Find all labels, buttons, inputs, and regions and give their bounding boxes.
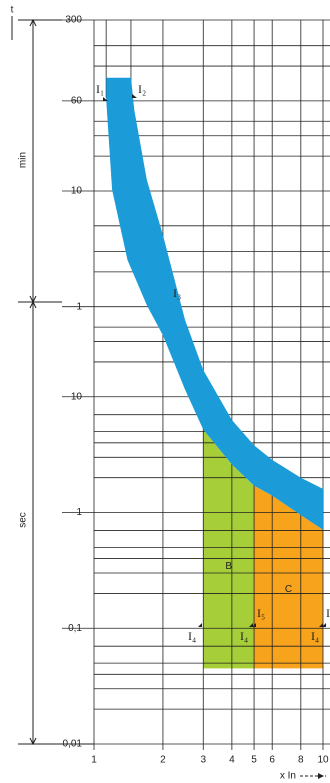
t-label: t <box>11 5 14 16</box>
x-tick-label: 5 <box>251 755 257 766</box>
trip-band <box>106 77 323 530</box>
x-tick-label: 8 <box>298 755 304 766</box>
annotation: I <box>326 606 330 620</box>
x-arrow-head <box>318 773 324 779</box>
x-tick-label: 4 <box>229 755 235 766</box>
y-tick-label: 0,1 <box>68 623 82 634</box>
annotation: I₄ <box>188 629 196 643</box>
x-tick-label: 10 <box>317 755 329 766</box>
zone-label: C <box>285 584 292 595</box>
x-label: x In <box>280 771 296 782</box>
zone <box>203 429 255 669</box>
band-layer <box>106 77 323 530</box>
y-tick-label: 60 <box>71 96 83 107</box>
zone-label: B <box>225 561 232 572</box>
annotation: I₃ <box>173 286 181 300</box>
y-tick-label: 1 <box>76 301 82 312</box>
x-tick-label: 6 <box>269 755 275 766</box>
sec-label: sec <box>18 512 29 528</box>
y-tick-label: 10 <box>71 391 83 402</box>
y-tick-label: 1 <box>76 507 82 518</box>
annotation: I₁ <box>96 82 104 96</box>
x-tick-label: 3 <box>200 755 206 766</box>
x-tick-label: 1 <box>91 755 97 766</box>
annotation: I₅ <box>257 606 265 620</box>
min-label: min <box>18 152 29 168</box>
x-tick-label: 2 <box>160 755 166 766</box>
zones: BC <box>203 429 323 669</box>
annotation: I₄ <box>311 629 319 643</box>
zone <box>254 485 323 669</box>
y-tick-label: 10 <box>71 186 83 197</box>
y-tick-label: 300 <box>65 15 82 26</box>
annotation: I₂ <box>138 82 146 96</box>
annotation: I₄ <box>240 629 248 643</box>
